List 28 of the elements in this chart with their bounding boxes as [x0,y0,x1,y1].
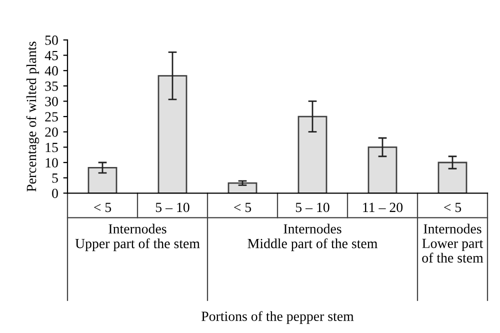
y-tick-label: 20 [45,127,58,137]
x-tick-label: 5 – 10 [156,202,190,212]
bar [368,146,398,194]
y-tick-label: 50 [45,36,58,45]
y-tick-label: 15 [46,142,58,152]
y-tick-label: 0 [52,188,58,198]
text: Internodes Lower part of the stem [422,224,484,263]
text: Internodes Upper part of the stem [75,224,200,252]
text: Portions of the pepper stem [202,311,354,324]
y-tick-label: 45 [44,50,58,60]
x-tick-label: < 5 [444,202,462,212]
bar [158,75,188,194]
y-tick-label: 30 [45,96,58,106]
x-tick-label: < 5 [94,202,112,212]
bar [88,167,118,194]
y-tick-label: 25 [45,112,58,122]
y-tick-label: 5 [52,174,58,183]
y-tick-label: 40 [44,66,58,76]
text: Internodes Middle part of the stem [248,224,378,252]
y-tick-label: 10 [46,158,58,168]
x-tick-label: 11 – 20 [363,202,403,212]
bar [298,116,328,194]
bar [438,162,468,194]
y-axis-title: Percentage of wilted plants [26,42,40,192]
x-tick-label: 5 – 10 [296,202,330,212]
y-tick-label: 35 [45,82,58,91]
x-tick-label: < 5 [234,202,252,212]
bar [228,182,258,194]
